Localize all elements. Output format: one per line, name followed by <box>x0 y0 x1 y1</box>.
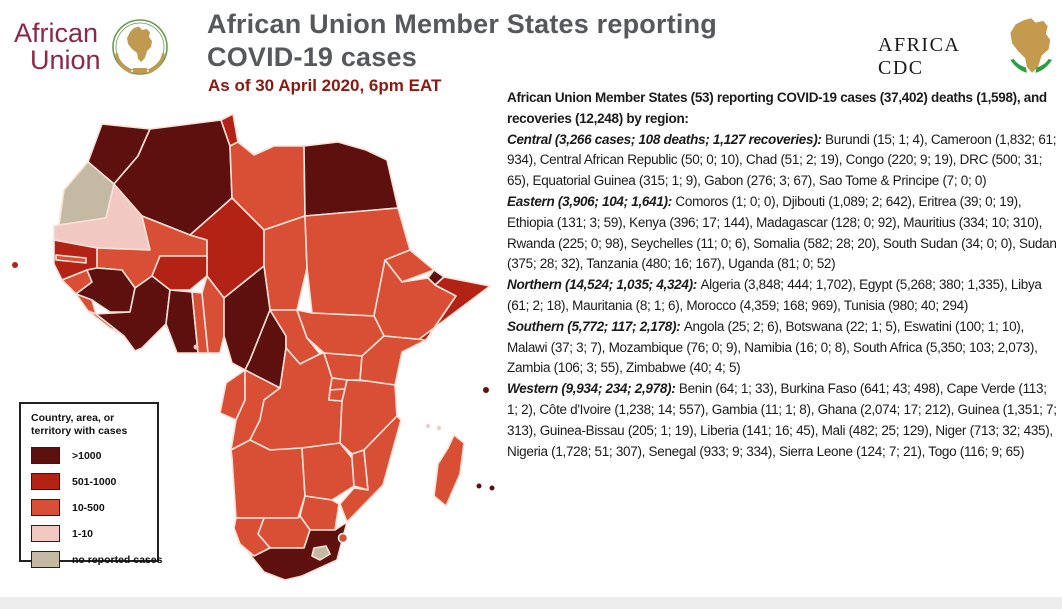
country-chad <box>263 215 308 311</box>
bottom-divider-bar <box>0 597 1062 609</box>
region-paragraph: Eastern (3,906; 104; 1,641): Comoros (1;… <box>507 192 1059 275</box>
region-paragraph: Central (3,266 cases; 108 deaths; 1,127 … <box>507 130 1059 192</box>
country-egypt <box>303 141 399 217</box>
legend-title: Country, area, or territory with cases <box>31 412 128 437</box>
legend-swatch <box>31 447 60 464</box>
country-eswatini <box>337 532 349 544</box>
region-paragraph: Northern (14,524; 1,035; 4,324): Algeria… <box>507 275 1059 317</box>
au-logo-line2: Union <box>30 45 101 75</box>
region-header: Northern (14,524; 1,035; 4,324): <box>507 277 701 293</box>
legend-swatch <box>31 525 60 542</box>
country-madagascar <box>433 434 465 507</box>
country-malawi <box>351 449 369 491</box>
country-zambia <box>301 442 355 501</box>
african-union-logo-text: African Union <box>14 20 101 74</box>
country-south-africa <box>247 521 348 581</box>
country-lesotho <box>311 545 331 561</box>
legend-items: >1000 501-1000 10-500 1-10 no reported cases <box>31 447 162 568</box>
legend-item: no reported cases <box>31 551 162 568</box>
country-cape-verde <box>12 262 18 268</box>
legend-swatch <box>31 551 60 568</box>
legend-item: >1000 <box>31 447 157 464</box>
country-comoros-2 <box>437 426 441 430</box>
country-comoros-1 <box>426 424 430 428</box>
legend-label: 1-10 <box>72 527 94 540</box>
page-title: African Union Member States reporting CO… <box>207 8 717 74</box>
africa-choropleth-map <box>12 113 495 581</box>
au-logo-line1: African <box>14 18 99 48</box>
african-union-logo: African Union <box>14 14 173 80</box>
legend-item: 10-500 <box>31 499 157 516</box>
region-paragraph: Southern (5,772; 117; 2,178): Angola (25… <box>507 317 1059 379</box>
legend-label: 10-500 <box>72 501 105 514</box>
legend-item: 1-10 <box>31 525 157 542</box>
region-header: Western (9,934; 234; 2,978): <box>507 381 679 397</box>
legend-label: 501-1000 <box>72 475 117 488</box>
region-header: Central (3,266 cases; 108 deaths; 1,127 … <box>507 131 826 147</box>
page-title-line1: African Union Member States reporting <box>207 9 717 39</box>
region-country-list: Burundi (15; 1; 4), Cameroon (1,832; 61;… <box>507 131 1057 189</box>
country-reunion <box>476 483 482 489</box>
country-mauritius <box>489 485 495 491</box>
page-title-line2: COVID-19 cases <box>207 42 417 72</box>
report-regions: Central (3,266 cases; 108 deaths; 1,127 … <box>507 130 1059 463</box>
map-legend: Country, area, or territory with cases >… <box>19 402 162 568</box>
country-sao-tome-principe <box>193 344 199 350</box>
report-intro: African Union Member States (53) reporti… <box>507 90 1047 126</box>
region-country-list: Benin (64; 1; 33), Burkina Faso (641; 43… <box>507 381 1057 459</box>
country-ghana <box>165 289 199 354</box>
country-angola <box>230 439 306 519</box>
legend-swatch <box>31 473 60 490</box>
africa-cdc-africa-icon <box>1009 18 1052 73</box>
africa-cdc-logo-text: AFRICA CDC <box>878 34 960 79</box>
region-header: Eastern (3,906; 104; 1,641): <box>507 193 676 209</box>
legend-label: no reported cases <box>72 553 163 566</box>
legend-item: 501-1000 <box>31 473 157 490</box>
region-header: Southern (5,772; 117; 2,178): <box>507 318 684 334</box>
region-country-list: Angola (25; 2; 6), Botswana (22; 1; 5), … <box>507 318 1038 376</box>
legend-swatch <box>31 499 60 516</box>
region-paragraph: Western (9,934; 234; 2,978): Benin (64; … <box>507 379 1059 462</box>
legend-label: >1000 <box>72 449 102 462</box>
africa-cdc-logo: AFRICA CDC <box>878 10 1062 82</box>
country-gambia <box>55 254 87 264</box>
region-country-list: Comoros (1; 0; 0), Djibouti (1,089; 2; 6… <box>507 193 1057 272</box>
report-date: As of 30 April 2020, 6pm EAT <box>208 76 442 95</box>
african-union-emblem-icon <box>111 19 168 75</box>
region-country-list: Algeria (3,848; 444; 1,702), Egypt (5,26… <box>507 277 1042 313</box>
regional-report-text: African Union Member States (53) reporti… <box>507 88 1059 462</box>
country-seychelles <box>483 387 489 393</box>
